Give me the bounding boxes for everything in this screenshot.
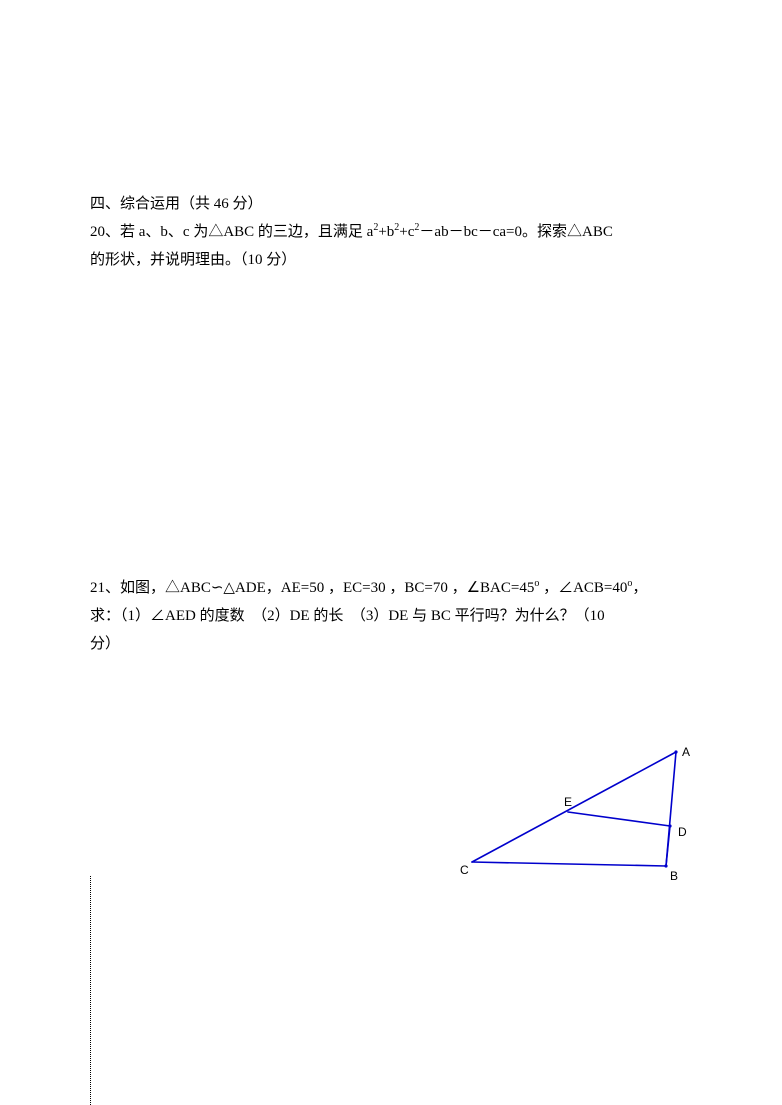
q20-text-2: +b [378, 224, 394, 240]
q21-l1-p2: ，∠ACB=40 [539, 580, 627, 596]
q21-line1: 21、如图，△ABC∽△ADE，AE=50 ，EC=30 ，BC=70 ，∠BA… [90, 574, 692, 602]
svg-text:A: A [682, 745, 690, 759]
svg-text:C: C [460, 863, 469, 877]
triangle-figure: A D E B C [456, 744, 692, 884]
answer-space-q20 [90, 274, 692, 574]
q20-text-4: －ab－bc－ca=0。探索△ABC [419, 224, 612, 240]
q21-l1-p1: 21、如图，△ABC∽△ADE，AE=50 ，EC=30 ，BC=70 ，∠BA… [90, 580, 534, 596]
q20-text-1: 20、若 a、b、c 为△ABC 的三边，且满足 a [90, 224, 373, 240]
svg-text:E: E [564, 795, 572, 809]
margin-dotted-line [90, 876, 91, 1105]
page: 四、综合运用（共 46 分） 20、若 a、b、c 为△ABC 的三边，且满足 … [0, 0, 782, 1105]
q20-text-3: +c [399, 224, 414, 240]
section-heading: 四、综合运用（共 46 分） [90, 190, 692, 218]
q21-l1-p3: ， [632, 580, 647, 596]
q21-line2: 求：（1）∠AED 的度数 （2）DE 的长 （3）DE 与 BC 平行吗？为什… [90, 602, 692, 630]
q20-line2: 的形状，并说明理由。（10 分） [90, 246, 692, 274]
svg-text:D: D [678, 825, 687, 839]
q20-line1: 20、若 a、b、c 为△ABC 的三边，且满足 a2+b2+c2－ab－bc－… [90, 218, 692, 246]
svg-text:B: B [670, 869, 678, 883]
q21-line3: 分） [90, 630, 692, 658]
